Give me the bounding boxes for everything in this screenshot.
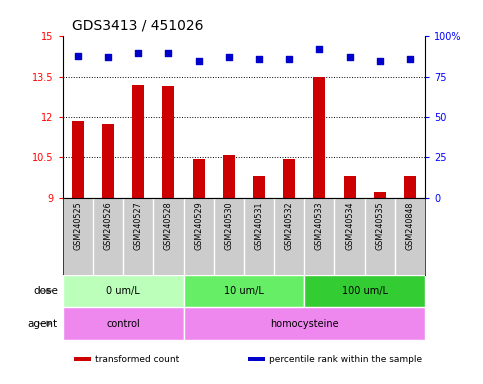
Text: homocysteine: homocysteine bbox=[270, 318, 339, 329]
Text: GSM240848: GSM240848 bbox=[405, 202, 414, 250]
Bar bbox=[63, 307, 184, 340]
Text: GSM240533: GSM240533 bbox=[315, 202, 324, 250]
Text: percentile rank within the sample: percentile rank within the sample bbox=[270, 354, 423, 364]
Bar bbox=[283, 159, 295, 198]
Text: GSM240532: GSM240532 bbox=[284, 202, 294, 250]
Bar bbox=[102, 124, 114, 198]
Text: agent: agent bbox=[28, 318, 58, 329]
Text: GSM240531: GSM240531 bbox=[255, 202, 264, 250]
Point bbox=[74, 53, 82, 59]
Bar bbox=[162, 86, 174, 198]
Bar bbox=[132, 85, 144, 198]
Point bbox=[376, 58, 384, 64]
Point bbox=[255, 56, 263, 62]
Text: control: control bbox=[106, 318, 140, 329]
Point bbox=[134, 50, 142, 56]
Text: GDS3413 / 451026: GDS3413 / 451026 bbox=[72, 19, 204, 33]
Text: GSM240528: GSM240528 bbox=[164, 202, 173, 250]
Bar bbox=[223, 155, 235, 198]
Text: GSM240526: GSM240526 bbox=[103, 202, 113, 250]
Bar bbox=[343, 176, 355, 198]
Bar bbox=[73, 357, 91, 361]
Bar bbox=[184, 307, 425, 340]
Bar bbox=[184, 275, 304, 307]
Bar bbox=[304, 275, 425, 307]
Point bbox=[104, 55, 112, 61]
Bar bbox=[313, 77, 326, 198]
Bar bbox=[72, 121, 84, 198]
Bar bbox=[193, 159, 205, 198]
Point bbox=[406, 56, 414, 62]
Text: GSM240534: GSM240534 bbox=[345, 202, 354, 250]
Point bbox=[195, 58, 202, 64]
Text: GSM240525: GSM240525 bbox=[73, 202, 83, 250]
Point bbox=[285, 56, 293, 62]
Bar bbox=[404, 176, 416, 198]
Text: 10 um/L: 10 um/L bbox=[224, 286, 264, 296]
Bar bbox=[253, 176, 265, 198]
Bar bbox=[374, 192, 386, 198]
Point bbox=[315, 46, 323, 53]
Bar bbox=[248, 357, 265, 361]
Point bbox=[346, 55, 354, 61]
Text: 0 um/L: 0 um/L bbox=[106, 286, 140, 296]
Text: 100 um/L: 100 um/L bbox=[341, 286, 388, 296]
Bar bbox=[63, 275, 184, 307]
Point bbox=[225, 55, 233, 61]
Text: GSM240530: GSM240530 bbox=[224, 202, 233, 250]
Text: dose: dose bbox=[33, 286, 58, 296]
Text: transformed count: transformed count bbox=[96, 354, 180, 364]
Text: GSM240527: GSM240527 bbox=[134, 202, 143, 250]
Point bbox=[165, 50, 172, 56]
Text: GSM240535: GSM240535 bbox=[375, 202, 384, 250]
Text: GSM240529: GSM240529 bbox=[194, 202, 203, 250]
